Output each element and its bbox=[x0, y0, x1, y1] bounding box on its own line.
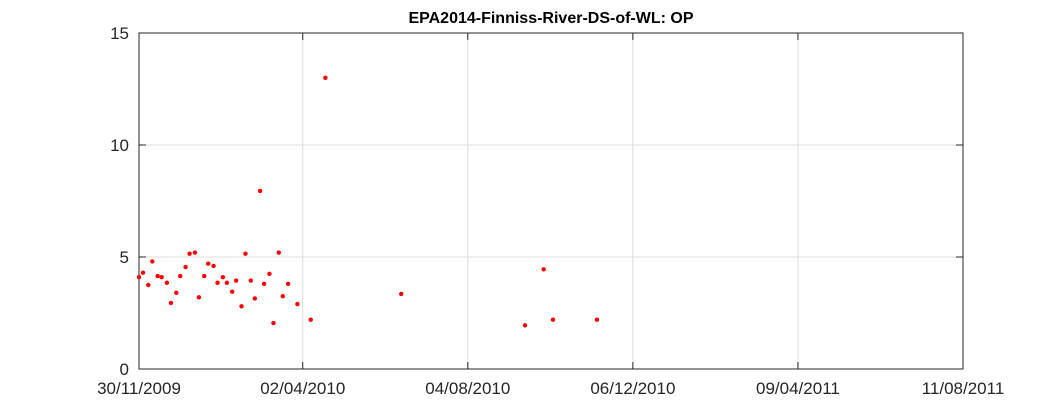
data-point bbox=[276, 250, 281, 255]
data-point bbox=[178, 273, 183, 279]
data-point bbox=[285, 281, 291, 287]
data-point bbox=[150, 259, 155, 264]
data-point bbox=[159, 274, 164, 280]
data-point bbox=[295, 301, 300, 307]
data-point bbox=[257, 188, 263, 194]
data-point bbox=[206, 261, 211, 266]
x-tick-label: 06/12/2010 bbox=[590, 379, 675, 398]
chart-title: EPA2014-Finniss-River-DS-of-WL: OP bbox=[408, 10, 693, 27]
data-point bbox=[187, 251, 192, 256]
data-point bbox=[594, 317, 600, 322]
data-point bbox=[243, 251, 248, 256]
data-point bbox=[267, 271, 272, 276]
data-point bbox=[261, 281, 267, 287]
data-point bbox=[541, 267, 546, 272]
data-point bbox=[174, 290, 179, 296]
data-point bbox=[280, 294, 285, 299]
data-point bbox=[140, 270, 146, 275]
grid-lines bbox=[139, 33, 963, 369]
data-point bbox=[248, 278, 254, 283]
data-point bbox=[323, 75, 328, 81]
data-point bbox=[215, 280, 220, 285]
data-point bbox=[164, 280, 170, 285]
data-point bbox=[252, 296, 258, 301]
data-point bbox=[239, 304, 244, 309]
data-point bbox=[168, 300, 174, 306]
x-tick-label: 30/11/2009 bbox=[97, 379, 181, 398]
data-point bbox=[271, 320, 276, 326]
y-tick-label: 15 bbox=[110, 24, 129, 43]
data-point bbox=[522, 323, 528, 328]
data-point bbox=[308, 317, 313, 322]
data-point bbox=[202, 273, 207, 279]
data-point bbox=[224, 280, 230, 285]
data-point bbox=[192, 250, 198, 255]
data-point bbox=[211, 263, 216, 269]
data-point bbox=[196, 295, 202, 300]
x-tick-label: 09/04/2011 bbox=[756, 379, 840, 398]
x-tick-labels: 30/11/2009 02/04/2010 04/08/2010 06/12/2010… bbox=[97, 379, 1004, 398]
data-point bbox=[220, 274, 226, 280]
x-tick-label: 02/04/2010 bbox=[260, 379, 345, 398]
y-tick-label: 0 bbox=[120, 360, 129, 379]
data-point bbox=[229, 289, 235, 294]
data-point bbox=[146, 282, 151, 288]
x-tick-label: 11/08/2011 bbox=[922, 379, 1005, 398]
x-tick-label: 04/08/2010 bbox=[425, 379, 510, 398]
data-points bbox=[136, 75, 600, 328]
data-point bbox=[399, 291, 404, 297]
y-tick-label: 10 bbox=[110, 136, 129, 155]
data-point bbox=[155, 273, 160, 279]
data-point bbox=[183, 264, 188, 270]
y-tick-labels: 0 5 10 15 bbox=[110, 24, 129, 379]
plot-frame bbox=[138, 32, 964, 370]
data-point bbox=[233, 278, 239, 283]
data-point bbox=[136, 274, 142, 280]
y-tick-label: 5 bbox=[120, 248, 129, 267]
data-point bbox=[550, 317, 556, 322]
plot-area bbox=[138, 32, 964, 370]
